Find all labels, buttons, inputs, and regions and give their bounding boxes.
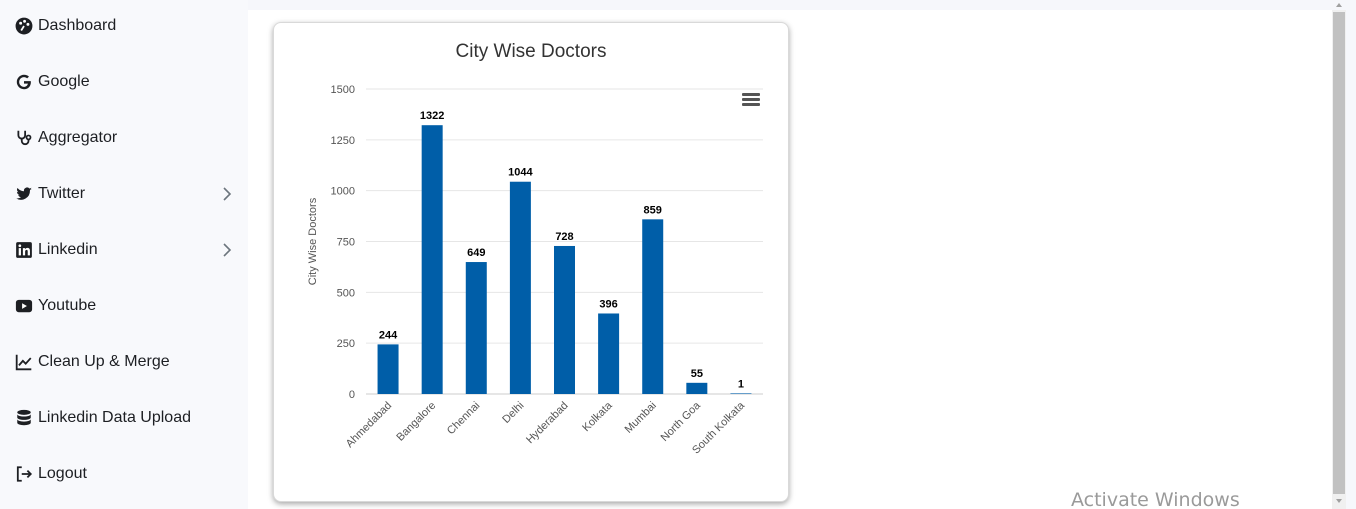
stethoscope-icon xyxy=(14,128,34,148)
sidebar-item-label: Linkedin xyxy=(38,241,98,258)
line-chart-icon xyxy=(14,352,34,372)
sidebar-item-linkedin-data-upload[interactable]: Linkedin Data Upload xyxy=(14,401,236,435)
sidebar-item-dashboard[interactable]: Dashboard xyxy=(14,9,236,43)
scroll-down-arrow-icon[interactable] xyxy=(1335,496,1343,506)
y-tick-label: 1500 xyxy=(331,84,355,96)
sidebar-item-linkedin[interactable]: Linkedin xyxy=(14,233,236,267)
y-tick-label: 1000 xyxy=(331,186,355,198)
sidebar: Dashboard Google Aggregator Twitter Link… xyxy=(0,0,248,509)
y-axis-label: City Wise Doctors xyxy=(307,197,319,285)
activate-windows-watermark: Activate Windows xyxy=(1071,489,1240,509)
sidebar-item-logout[interactable]: Logout xyxy=(14,457,236,491)
x-tick-label: Mumbai xyxy=(623,400,659,436)
database-icon xyxy=(14,408,34,428)
x-tick-label: Ahmedabad xyxy=(344,400,394,450)
chart-card: City Wise Doctors 0 250 500 750 1000 1250 1500… xyxy=(273,22,789,502)
sidebar-item-label: Youtube xyxy=(38,297,97,314)
bar xyxy=(686,382,708,394)
bar xyxy=(377,344,399,394)
data-label: 649 xyxy=(467,247,485,259)
x-tick-label: Kolkata xyxy=(580,399,615,434)
bar xyxy=(421,125,443,395)
bar xyxy=(465,262,487,394)
x-tick-label: Bangalore xyxy=(394,400,438,444)
chevron-right-icon[interactable] xyxy=(220,242,234,258)
sidebar-item-label: Aggregator xyxy=(38,129,118,146)
palette-icon xyxy=(14,16,34,36)
data-label: 728 xyxy=(555,231,573,243)
bar xyxy=(730,393,752,394)
logout-icon xyxy=(14,464,34,484)
y-tick-label: 0 xyxy=(349,389,355,401)
chevron-right-icon[interactable] xyxy=(220,186,234,202)
bar xyxy=(509,181,531,394)
chart-title: City Wise Doctors xyxy=(455,41,607,62)
bar-chart: 0 250 500 750 1000 1250 1500 City Wise Doctors 2… xyxy=(307,84,763,457)
scroll-up-arrow-icon[interactable] xyxy=(1335,0,1343,10)
sidebar-item-label: Clean Up & Merge xyxy=(38,353,170,370)
data-label: 1044 xyxy=(508,167,533,179)
sidebar-item-label: Logout xyxy=(38,465,87,482)
top-strip xyxy=(248,0,1332,10)
google-icon xyxy=(14,72,34,92)
y-tick-label: 1250 xyxy=(331,135,355,147)
data-label: 396 xyxy=(599,298,617,310)
bar xyxy=(642,219,664,394)
sidebar-item-google[interactable]: Google xyxy=(14,65,236,99)
sidebar-item-label: Google xyxy=(38,73,90,90)
y-tick-label: 750 xyxy=(337,237,355,249)
sidebar-item-clean-up-merge[interactable]: Clean Up & Merge xyxy=(14,345,236,379)
bar xyxy=(554,245,575,394)
sidebar-item-youtube[interactable]: Youtube xyxy=(14,289,236,323)
sidebar-item-aggregator[interactable]: Aggregator xyxy=(14,121,236,155)
bar xyxy=(598,313,620,394)
y-tick-label: 500 xyxy=(337,287,355,299)
data-label: 55 xyxy=(691,368,703,380)
data-label: 244 xyxy=(379,329,398,341)
scrollbar-thumb[interactable] xyxy=(1333,12,1345,494)
x-tick-label: Hyderabad xyxy=(524,400,571,447)
data-label: 859 xyxy=(644,204,662,216)
sidebar-item-label: Dashboard xyxy=(38,17,117,34)
x-tick-label: Chennai xyxy=(445,400,482,437)
hamburger-menu-icon[interactable] xyxy=(742,93,760,109)
x-tick-label: Delhi xyxy=(500,400,526,426)
y-tick-label: 250 xyxy=(337,338,355,350)
sidebar-item-label: Linkedin Data Upload xyxy=(38,409,191,426)
x-tick-label: North Goa xyxy=(659,399,704,444)
youtube-icon xyxy=(14,296,34,316)
data-label: 1 xyxy=(738,378,744,390)
twitter-icon xyxy=(14,184,34,204)
linkedin-icon xyxy=(14,240,34,260)
sidebar-item-twitter[interactable]: Twitter xyxy=(14,177,236,211)
data-label: 1322 xyxy=(420,110,444,122)
sidebar-item-label: Twitter xyxy=(38,185,86,202)
